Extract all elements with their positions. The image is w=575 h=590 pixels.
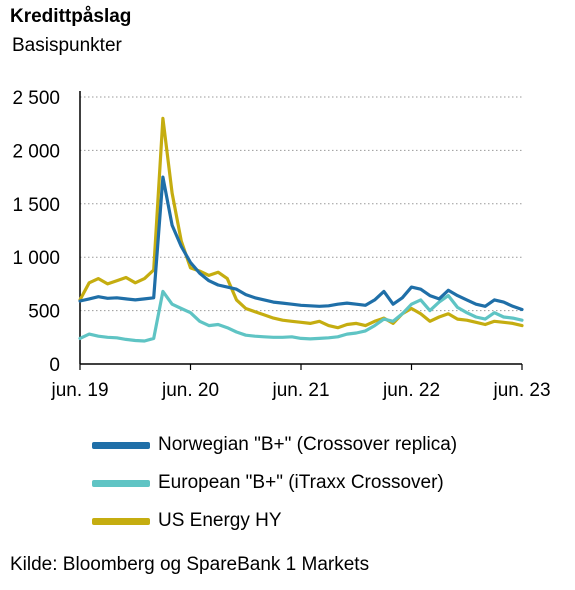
x-tick-label: jun. 19 [50, 380, 108, 401]
legend-item: US Energy HY [92, 502, 457, 540]
legend-label: European "B+" (iTraxx Crossover) [158, 472, 444, 493]
x-tick-label: jun. 22 [382, 380, 440, 401]
series-line-1 [78, 289, 524, 343]
line-chart: 0 500 1 000 1 500 2 000 2 500 jun. 19 jun. 20 ju… [12, 88, 550, 401]
legend-label: US Energy HY [158, 510, 282, 531]
legend-swatch [92, 441, 150, 449]
series-line-2 [78, 116, 524, 330]
x-tick-label: jun. 20 [161, 380, 219, 401]
legend-swatch [92, 479, 150, 487]
y-tick-label: 2 500 [12, 88, 60, 109]
legend-label: Norwegian "B+" (Crossover replica) [158, 434, 458, 455]
y-tick-label: 1 000 [12, 248, 60, 269]
y-tick-label: 1 500 [12, 195, 60, 216]
y-tick-label: 500 [28, 302, 60, 323]
legend-item: European "B+" (iTraxx Crossover) [92, 464, 457, 502]
y-tick-label: 2 000 [12, 141, 60, 162]
source-note: Kilde: Bloomberg og SpareBank 1 Markets [10, 554, 370, 575]
chart-title: Kredittpåslag [10, 6, 132, 27]
series-line-0 [78, 175, 524, 312]
y-tick-label: 0 [49, 355, 60, 376]
x-tick-label: jun. 21 [271, 380, 329, 401]
legend-swatch [92, 517, 150, 525]
legend-item: Norwegian "B+" (Crossover replica) [92, 426, 457, 464]
chart-legend: Norwegian "B+" (Crossover replica) Europe… [92, 426, 457, 540]
chart-subtitle: Basispunkter [12, 35, 122, 56]
x-tick-label: jun. 23 [492, 380, 550, 401]
